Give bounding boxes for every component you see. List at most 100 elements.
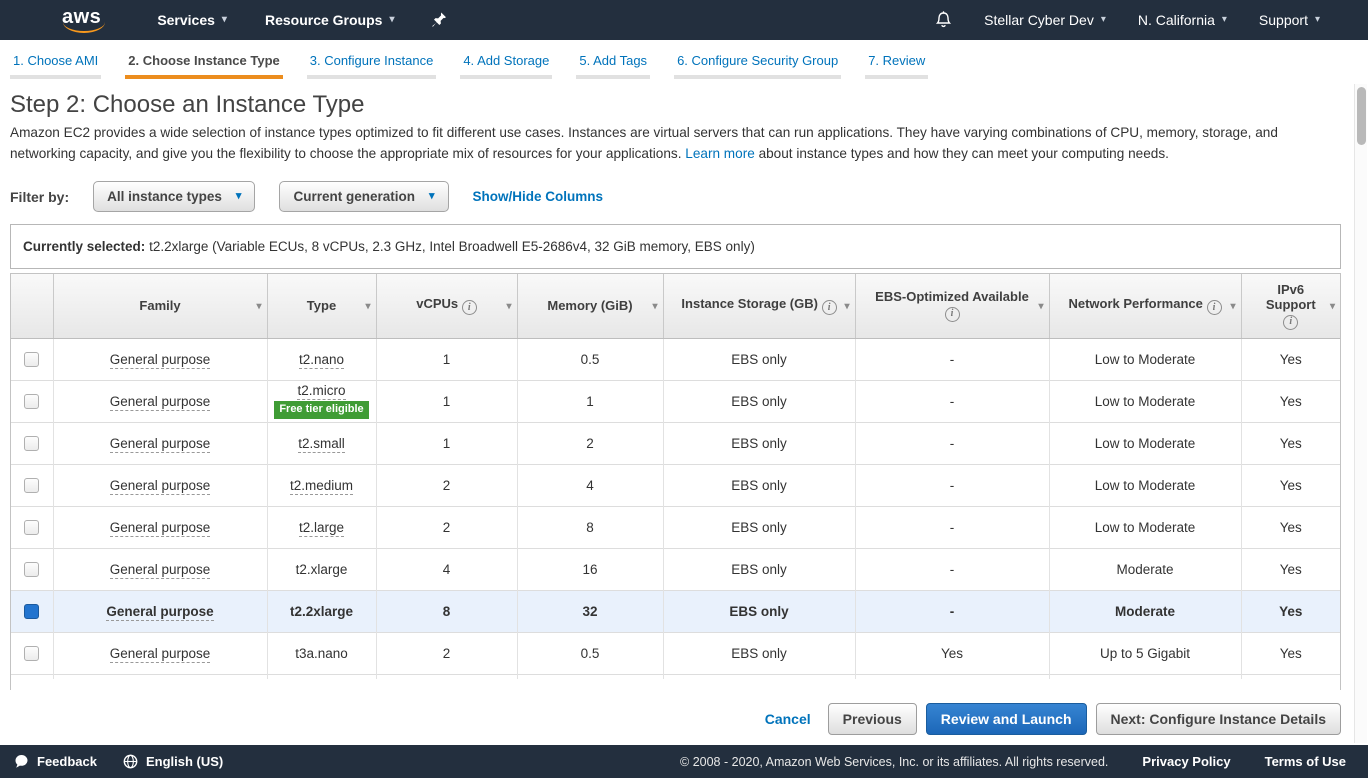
notifications-bell-icon[interactable] [935,11,952,29]
col-header-ebs-optimized-available[interactable]: EBS-Optimized Available i ▾ [854,274,1049,339]
instance-row-t2-2xlarge[interactable]: General purpose t2.2xlarge 8 32 EBS only - Mod… [11,589,1340,633]
info-icon[interactable]: i [1283,314,1299,330]
cell-family: General purpose [52,505,267,549]
region-menu[interactable]: N. California ▾ [1138,12,1227,28]
region-menu-label: N. California [1137,12,1215,28]
instance-row-t2-micro[interactable]: General purpose t2.micro Free tier eligibl… [11,379,1340,423]
vcpus-value: 4 [442,561,451,577]
cell-ebs-optimized: - [854,463,1049,507]
instance-row-t3a-nano[interactable]: General purpose t3a.nano 2 0.5 EBS only Yes Up… [11,631,1340,675]
vcpus-value: 1 [442,393,451,409]
cell-storage: EBS only [662,337,855,381]
step-tab-1[interactable]: 1. Choose AMI [10,53,102,79]
row-checkbox-checked[interactable] [24,603,40,619]
vcpus-value: 1 [442,435,451,451]
instance-types-dropdown[interactable]: All instance types ▾ [93,181,256,213]
row-checkbox[interactable] [24,645,40,661]
cell-network: Low to Moderate [1048,421,1241,465]
col-header-network-performance[interactable]: Network Performance i ▾ [1048,274,1241,339]
memory-value: 8 [586,519,594,535]
show-hide-columns-link[interactable]: Show/Hide Columns [472,189,604,205]
language-label: English (US) [145,754,224,769]
ebs-optimized-value: - [949,561,955,577]
col-header-ipv6-support[interactable]: IPv6 Support i ▾ [1240,274,1340,339]
cell-network: Moderate [1048,547,1241,591]
cell-family: General purpose [52,589,267,633]
info-icon[interactable]: i [461,300,477,316]
account-menu[interactable]: Stellar Cyber Dev ▾ [984,12,1106,28]
instance-row-t2-medium[interactable]: General purpose t2.medium 2 4 EBS only - Low t… [11,463,1340,507]
terms-of-use-link[interactable]: Terms of Use [1264,754,1346,769]
memory-value: 0.5 [580,351,600,367]
step-tab-5[interactable]: 5. Add Tags [576,53,651,79]
ebs-optimized-value: - [949,351,955,367]
ipv6-value: Yes [1279,393,1302,409]
row-checkbox[interactable] [24,435,40,451]
vertical-scrollbar[interactable] [1354,84,1367,743]
feedback-button[interactable]: Feedback [14,754,97,769]
cell-empty [375,673,517,679]
cell-type: t2.micro Free tier eligible [266,379,376,423]
support-menu[interactable]: Support ▾ [1259,12,1320,28]
col-header-vcpus[interactable]: vCPUs i ▾ [375,274,517,339]
row-checkbox[interactable] [24,351,40,367]
type-label: t2.large [298,519,345,537]
currently-selected-label: Currently selected: [23,239,146,255]
cell-vcpus: 2 [375,631,517,675]
row-checkbox[interactable] [24,561,40,577]
cell-vcpus: 1 [375,379,517,423]
cancel-link[interactable]: Cancel [764,711,811,728]
vcpus-value: 2 [442,645,451,661]
instance-row-t2-large[interactable]: General purpose t2.large 2 8 EBS only - Low to… [11,505,1340,549]
col-header-type[interactable]: Type ▾ [266,274,376,339]
previous-button[interactable]: Previous [827,703,917,736]
language-selector[interactable]: English (US) [123,754,223,769]
network-value: Low to Moderate [1094,435,1196,451]
cell-family: General purpose [52,421,267,465]
main-content: Step 2: Choose an Instance Type Amazon E… [0,81,1368,736]
info-icon[interactable]: i [944,307,960,323]
row-checkbox[interactable] [24,519,40,535]
services-menu[interactable]: Services ▾ [157,12,227,28]
review-and-launch-button[interactable]: Review and Launch [925,703,1087,736]
step-tab-4[interactable]: 4. Add Storage [460,53,553,79]
cell-type: t2.nano [266,337,376,381]
network-value: Low to Moderate [1094,477,1196,493]
storage-value: EBS only [731,519,787,535]
aws-logo[interactable]: aws [62,7,106,33]
generation-dropdown-label: Current generation [293,189,415,205]
scrollbar-thumb[interactable] [1356,87,1366,145]
instance-row-t2-nano[interactable]: General purpose t2.nano 1 0.5 EBS only - Low t… [11,337,1340,381]
next-configure-instance-button[interactable]: Next: Configure Instance Details [1095,703,1341,736]
col-header-memory-gib[interactable]: Memory (GiB) ▾ [516,274,663,339]
generation-dropdown[interactable]: Current generation ▾ [279,181,449,213]
ipv6-value: Yes [1279,603,1303,619]
row-checkbox[interactable] [24,393,40,409]
cell-vcpus: 1 [375,337,517,381]
cell-memory: 0.5 [516,631,663,675]
pin-icon[interactable] [432,12,447,28]
account-menu-label: Stellar Cyber Dev [984,12,1094,28]
col-header-family[interactable]: Family ▾ [52,274,267,339]
privacy-policy-link[interactable]: Privacy Policy [1142,754,1231,769]
step-tab-2[interactable]: 2. Choose Instance Type [125,53,283,79]
currently-selected-bar: Currently selected: t2.2xlarge (Variable… [10,224,1341,270]
row-checkbox[interactable] [24,477,40,493]
ebs-optimized-value: - [949,477,955,493]
instance-row-t2-xlarge[interactable]: General purpose t2.xlarge 4 16 EBS only - Mode… [11,547,1340,591]
instance-row-t2-small[interactable]: General purpose t2.small 1 2 EBS only - Low to… [11,421,1340,465]
cell-family: General purpose [52,379,267,423]
info-icon[interactable]: i [1206,300,1222,316]
cell-ipv6: Yes [1240,589,1340,633]
info-icon[interactable]: i [821,300,837,316]
resource-groups-menu[interactable]: Resource Groups ▾ [265,12,395,28]
chevron-down-icon: ▾ [235,190,242,203]
step-tab-3[interactable]: 3. Configure Instance [306,53,437,79]
storage-value: EBS only [731,351,787,367]
step-tab-6[interactable]: 6. Configure Security Group [674,53,842,79]
col-header-instance-storage-gb[interactable]: Instance Storage (GB) i ▾ [662,274,855,339]
page-title: Step 2: Choose an Instance Type [10,91,365,118]
cell-network: Low to Moderate [1048,463,1241,507]
learn-more-link[interactable]: Learn more [685,146,755,162]
step-tab-7[interactable]: 7. Review [865,53,929,79]
